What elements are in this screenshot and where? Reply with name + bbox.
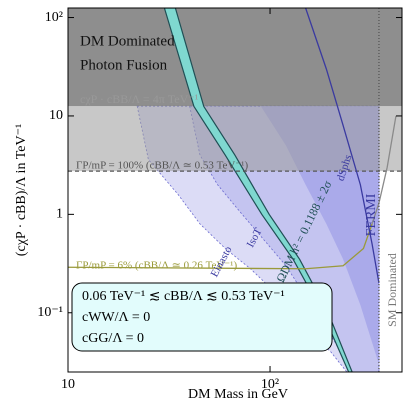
y-axis-label: (cχP · cBB)/Λ in TeV⁻¹ <box>14 124 29 256</box>
curve <box>304 8 380 284</box>
plot-frame <box>67 7 403 373</box>
curve <box>371 115 397 225</box>
x-tick-label: 10 <box>61 377 75 392</box>
legend-text: 0.06 TeV⁻¹ ≲ cBB/Λ ≲ 0.53 TeV⁻¹ <box>82 289 285 304</box>
annotation: ΓP/mP = 100% (cBB/Λ ≃ 0.53 TeV⁻¹) <box>76 160 248 172</box>
y-tick-label: 10 <box>49 108 63 123</box>
annotation: cχP · cBB/Λ = 4π TeV⁻¹ <box>80 92 199 106</box>
legend-text: cGG/Λ = 0 <box>82 331 144 346</box>
curve <box>68 223 373 270</box>
annotation: FERMI <box>364 193 379 236</box>
region <box>68 106 402 172</box>
annotation: SM Dominated <box>385 253 399 327</box>
legend-text: cWW/Λ = 0 <box>82 310 150 325</box>
relic-band <box>163 8 353 372</box>
y-tick-label: 10² <box>45 10 63 25</box>
x-tick-label: 10² <box>261 377 279 392</box>
region <box>68 8 402 107</box>
annotation: Photon Fusion <box>80 57 168 73</box>
annotation: ΓP/mP = 6% (cBB/Λ ≃ 0.26 TeV⁻¹) <box>76 260 237 272</box>
x-axis-label: DM Mass in GeV <box>188 387 288 402</box>
annotation: DM Dominated <box>80 33 175 49</box>
y-tick-label: 1 <box>56 207 63 222</box>
y-tick-label: 10⁻¹ <box>37 305 63 320</box>
legend-box <box>71 282 333 352</box>
